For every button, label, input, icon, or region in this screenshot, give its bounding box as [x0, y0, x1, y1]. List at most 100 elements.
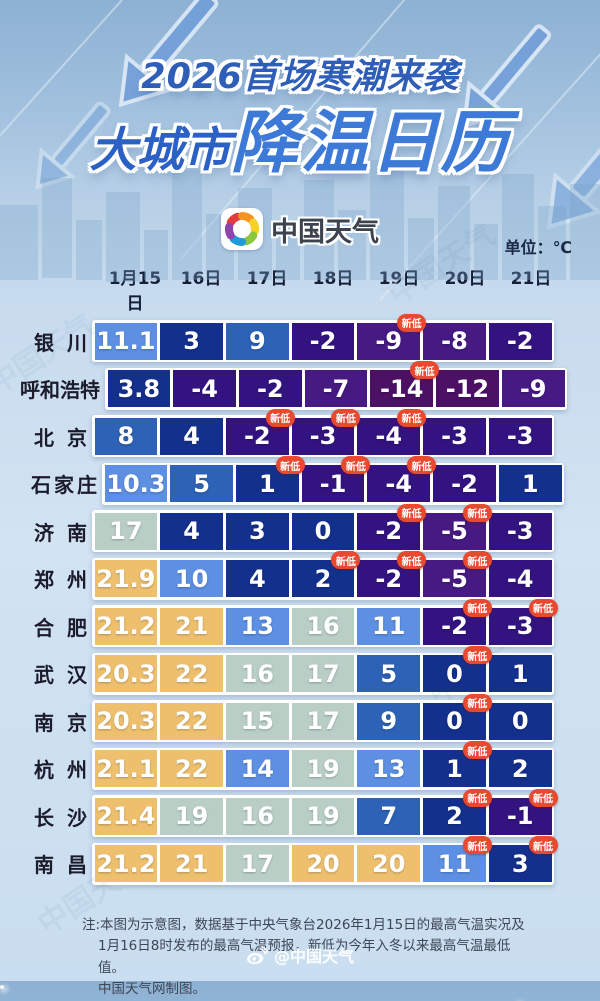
temp-value: 1 — [521, 469, 539, 498]
temp-cell: 10 — [160, 560, 223, 597]
temp-value: 4 — [248, 564, 266, 593]
new-low-badge: 新低 — [397, 503, 427, 522]
city-label: 石家庄 — [31, 473, 100, 497]
unit-label: 单位：℃ — [504, 238, 572, 257]
temp-cell: 16 — [291, 607, 355, 645]
city-label: 呼和浩特 — [20, 378, 100, 402]
temp-value: -3 — [309, 422, 337, 450]
china-weather-logo-icon — [221, 208, 263, 250]
temp-cell: -3 新低 — [488, 598, 558, 645]
temp-value: -2 — [375, 517, 403, 545]
temp-cell: -9 — [501, 370, 565, 407]
temp-cell: 15 — [225, 702, 289, 740]
temp-cell: 20.3 — [94, 702, 158, 740]
temp-value: -1 — [319, 469, 347, 498]
temp-value: 0 — [446, 707, 463, 735]
temp-value: 7 — [380, 802, 398, 830]
temp-value: -12 — [445, 374, 490, 403]
row-cells: 21.1 22 14 19 13 1 新低 2 — [92, 741, 554, 790]
temp-value: 21 — [174, 849, 209, 878]
temp-value: 22 — [174, 707, 209, 735]
temp-value: -14 — [380, 374, 424, 403]
temp-value: -3 — [506, 422, 534, 450]
temp-value: 2 — [314, 564, 332, 593]
temp-value: -5 — [441, 564, 468, 593]
temp-cell: -2 新低 — [357, 551, 427, 597]
temp-cell: 16 — [225, 797, 289, 835]
temp-cell: -2 — [433, 465, 496, 502]
temp-cell: 0 — [291, 512, 355, 550]
temp-value: -7 — [322, 374, 350, 403]
temp-value: 3 — [183, 327, 200, 355]
temp-value: -2 — [375, 564, 403, 593]
temp-cell: 3 — [225, 512, 289, 550]
new-low-badge: 新低 — [528, 836, 558, 854]
new-low-badge: 新低 — [331, 551, 361, 569]
new-low-badge: 新低 — [462, 693, 492, 712]
temp-cell: 13 — [225, 607, 289, 645]
temp-value: -4 — [191, 374, 218, 403]
temp-cell: 0 新低 — [423, 693, 492, 740]
temp-value: -2 — [243, 422, 271, 450]
temp-cell: 11 新低 — [423, 836, 492, 882]
temp-value: -2 — [506, 327, 534, 355]
temp-value: -9 — [519, 374, 547, 403]
new-low-badge: 新低 — [528, 598, 558, 617]
temp-cell: 11.1 — [94, 322, 158, 360]
row-cells: 11.1 3 9 -2 -9 新低 -8 -2 — [92, 313, 554, 362]
footer-credit: @中国天气 — [0, 943, 600, 967]
date-header: 18日 — [312, 269, 354, 289]
temp-value: 11 — [372, 612, 406, 640]
temp-cell: 21.1 — [94, 750, 158, 787]
temp-value: 8 — [117, 422, 135, 450]
table-row: 杭州 21.1 22 14 19 13 1 新低 2 — [6, 741, 600, 790]
temp-value: -3 — [506, 517, 534, 545]
date-header: 20日 — [444, 269, 486, 289]
row-cells: 8 4 -2 新低 -3 新低 -4 新低 -3 -3 — [92, 408, 554, 457]
row-cells: 20.3 22 16 17 5 0 新低 1 — [92, 646, 554, 695]
temp-value: 3.8 — [117, 374, 161, 403]
temp-value: 9 — [248, 327, 266, 355]
new-low-badge: 新低 — [265, 408, 295, 427]
temp-cell: 5 — [170, 465, 233, 502]
temp-cell: 2 新低 — [291, 551, 361, 597]
temp-cell: 21 — [160, 607, 223, 645]
row-cells: 17 4 3 0 -2 新低 -5 新低 -3 — [92, 503, 554, 552]
city-label: 长沙 — [34, 805, 100, 830]
temp-value: -2 — [441, 612, 468, 640]
temp-cell: -4 — [488, 560, 552, 597]
temp-value: 17 — [109, 517, 143, 545]
header: 2026首场寒潮来袭 大城市降温日历 中国天气 — [0, 0, 600, 250]
new-low-badge: 新低 — [462, 788, 492, 807]
temp-cell: 13 — [357, 750, 421, 787]
temp-cell: -14 新低 — [370, 361, 440, 407]
table-row: 呼和浩特 3.8 -4 -2 -7 -14 新低 -12 -9 — [6, 361, 600, 410]
temp-value: -4 — [375, 422, 403, 450]
temp-value: 2 — [446, 802, 463, 830]
temp-value: 22 — [174, 754, 209, 783]
temp-value: 0 — [511, 707, 529, 735]
temp-value: -9 — [375, 327, 403, 355]
temp-cell: 3.8 — [107, 370, 171, 407]
footnote-line: 中国天气网制图。 — [98, 981, 206, 998]
temp-value: -2 — [256, 374, 284, 403]
temp-cell: -1 新低 — [488, 788, 558, 835]
temp-cell: 1 新低 — [423, 741, 492, 787]
temp-cell: -3 — [488, 512, 552, 550]
temp-value: 1 — [258, 469, 276, 498]
temp-value: 11 — [437, 849, 472, 878]
page-subtitle: 2026首场寒潮来袭 — [141, 57, 459, 97]
new-low-badge: 新低 — [397, 408, 427, 427]
table-row: 武汉 20.3 22 16 17 5 0 新低 1 — [6, 646, 600, 695]
temp-value: 5 — [193, 469, 210, 498]
city-label: 郑州 — [34, 568, 100, 592]
temp-value: 1 — [446, 754, 463, 783]
new-low-badge: 新低 — [462, 646, 492, 664]
temp-cell: 14 — [225, 750, 289, 787]
new-low-badge: 新低 — [462, 503, 492, 522]
temp-cell: 21 — [160, 845, 223, 882]
temp-cell: 20 — [357, 845, 421, 882]
temp-cell: 21.9 — [94, 560, 158, 597]
temp-cell: -4 新低 — [367, 456, 437, 502]
row-cells: 21.2 21 17 20 20 11 新低 3 新低 — [92, 836, 558, 885]
